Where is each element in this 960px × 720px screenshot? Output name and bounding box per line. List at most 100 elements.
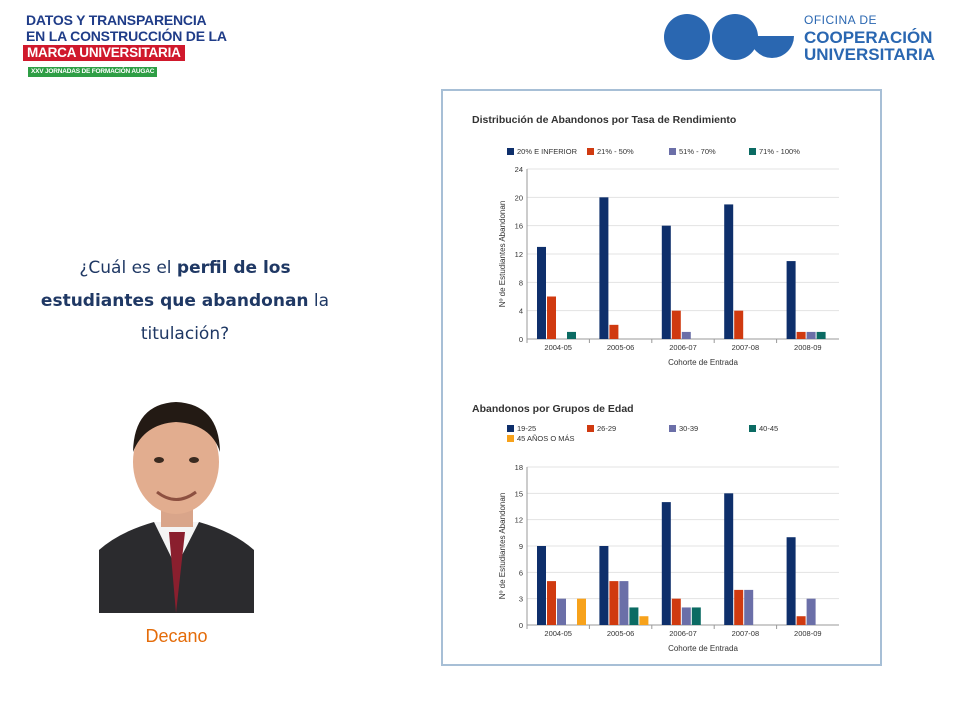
xtick-1-2: 2005-06 [607,343,635,352]
bar-1-3-1 [661,225,671,339]
bar-1-3-3 [681,331,691,339]
left-logo-line2: EN LA CONSTRUCCIÓN DE LA [26,28,227,44]
bar-2-3-3 [681,607,691,625]
bar-2-4-3 [744,589,754,625]
ytick-1-2: 4 [519,307,523,316]
ytick-1-5: 16 [515,222,523,231]
ytick-2-3: 6 [519,568,523,577]
legend-swatch-1-3 [669,148,676,155]
chart-2-title: Abandonos por Grupos de Edad [472,403,634,415]
bar-2-5-3 [806,598,816,625]
xtick-1-3: 2006-07 [669,343,697,352]
bar-1-1-4 [567,331,576,339]
question-text: ¿Cuál es el perfil de los estudiantes qu… [40,252,330,351]
xtick-1-5: 2008-09 [794,343,822,352]
xtick-2-3: 2006-07 [669,629,697,638]
xtick-1-1: 2004-05 [544,343,572,352]
bar-1-1-1 [537,246,546,339]
bar-2-1-1 [537,546,546,625]
chart-1: Distribución de Abandonos por Tasa de Re… [443,91,880,381]
bar-1-5-4 [816,331,826,339]
legend-swatch-2-2 [587,425,594,432]
legend-swatch-2-5 [507,435,514,442]
left-logo-line1: DATOS Y TRANSPARENCIA [26,12,207,28]
x-axis-label-1: Cohorte de Entrada [668,358,738,367]
bar-2-3-1 [661,502,671,625]
bar-2-2-4 [629,607,639,625]
bar-2-2-2 [609,581,619,625]
bar-2-3-4 [691,607,701,625]
left-logo-line3: MARCA UNIVERSITARIA [23,45,185,61]
bar-2-4-1 [724,493,734,625]
bar-2-1-5 [577,598,586,625]
left-logo: DATOS Y TRANSPARENCIA EN LA CONSTRUCCIÓN… [23,12,296,77]
legend-label-2-4: 40-45 [759,424,778,433]
ytick-2-6: 15 [515,489,523,498]
x-axis-label-2: Cohorte de Entrada [668,644,738,653]
bar-2-3-2 [671,598,681,625]
right-logo: OFICINA DE COOPERACIÓN UNIVERSITARIA [662,12,942,64]
bar-2-1-2 [547,581,556,625]
right-logo-line2: COOPERACIÓN [804,28,933,47]
chart-2: Abandonos por Grupos de Edad 19-25 26-29 3… [443,381,880,666]
ytick-2-5: 12 [515,516,523,525]
xtick-2-1: 2004-05 [544,629,572,638]
legend-label-2-2: 26-29 [597,424,616,433]
y-axis-label-1: Nº de Estudiantes Abandonan [498,201,507,308]
chart-1-svg: 20% E INFERIOR 21% - 50% 51% - 70% 71% - 10… [498,147,839,367]
right-logo-line3: UNIVERSITARIA [804,45,935,64]
chart-1-title: Distribución de Abandonos por Tasa de Re… [472,114,737,126]
ytick-1-1: 0 [519,335,523,344]
bar-1-4-2 [734,310,744,339]
right-logo-line1: OFICINA DE [804,13,878,27]
legend-label-1-2: 21% - 50% [597,147,634,156]
ytick-2-7: 18 [515,463,523,472]
bar-2-1-3 [557,598,566,625]
ytick-1-6: 20 [515,193,523,202]
ytick-2-1: 0 [519,621,523,630]
ytick-1-3: 8 [519,278,523,287]
legend-label-2-1: 19-25 [517,424,536,433]
ytick-1-4: 12 [515,250,523,259]
left-logo-tag: XXV JORNADAS DE FORMACIÓN AUGAC [28,67,158,77]
legend-swatch-2-4 [749,425,756,432]
bar-1-2-2 [609,324,619,339]
ytick-2-4: 9 [519,542,523,551]
xtick-2-4: 2007-08 [732,629,760,638]
xtick-1-4: 2007-08 [732,343,760,352]
legend-label-2-3: 30-39 [679,424,698,433]
bar-1-4-1 [724,204,734,339]
dean-portrait-image [99,382,254,613]
charts-panel: Distribución de Abandonos por Tasa de Re… [441,89,882,666]
legend-swatch-1-2 [587,148,594,155]
ytick-2-2: 3 [519,595,523,604]
bar-2-4-2 [734,589,744,625]
question-part2: la titulación? [140,291,330,344]
legend-swatch-1-4 [749,148,756,155]
portrait-caption: Decano [145,626,208,646]
bar-1-2-1 [599,197,609,339]
legend-swatch-1-1 [507,148,514,155]
question-bold: perfil de los estudiantes que abandonan [40,258,309,311]
legend-label-1-4: 71% - 100% [759,147,800,156]
bar-1-5-2 [796,331,806,339]
xtick-2-5: 2008-09 [794,629,822,638]
legend-label-2-5: 45 AÑOS O MÁS [517,434,575,443]
legend-label-1-1: 20% E INFERIOR [517,147,578,156]
legend-label-1-3: 51% - 70% [679,147,716,156]
bar-2-2-1 [599,546,609,625]
bar-2-2-3 [619,581,629,625]
bar-1-1-2 [547,296,556,339]
bar-2-5-2 [796,616,806,625]
y-axis-label-2: Nº de Estudiantes Abandonan [498,493,507,600]
xtick-2-2: 2005-06 [607,629,635,638]
bar-2-5-1 [786,537,796,625]
ocu-logo-icon [664,14,794,60]
ytick-1-7: 24 [515,165,523,174]
bar-1-5-3 [806,331,816,339]
bar-1-3-2 [671,310,681,339]
bar-2-2-5 [639,616,649,625]
legend-swatch-2-3 [669,425,676,432]
chart-2-svg: 19-25 26-29 30-39 40-45 45 AÑOS O MÁS 0 3 6 9 12 1… [498,424,839,653]
legend-swatch-2-1 [507,425,514,432]
